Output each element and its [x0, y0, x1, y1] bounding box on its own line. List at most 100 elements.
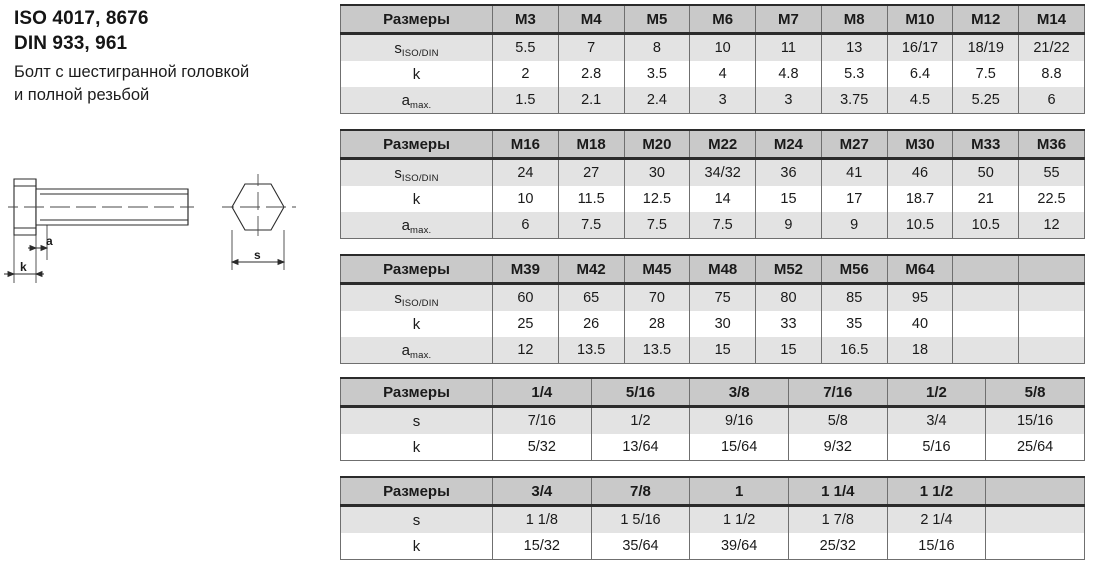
data-cell: 36: [755, 158, 822, 186]
description-line-1: Болт с шестигранной головкой: [14, 63, 250, 81]
column-header-3-4: 3/4: [492, 476, 592, 507]
data-cell-empty: [952, 311, 1020, 337]
data-cell: 35: [820, 311, 888, 337]
header-sizes-label: Размеры: [340, 476, 493, 507]
data-cell: 25/32: [787, 533, 888, 560]
data-cell: 3: [755, 87, 822, 114]
dimension-label-s: s: [254, 248, 261, 262]
spec-table-metric-m3-m14: Размеры M3 M4 M5 M6 M7 M8 M10 M12 M14 sISO/DIN 5.5 7…: [340, 4, 1085, 114]
column-header-M8: M8: [820, 4, 888, 35]
product-description: Болт с шестигранной головкой и полной ре…: [14, 61, 334, 107]
data-cell: 1 1/2: [689, 505, 789, 533]
data-cell-empty: [1018, 337, 1085, 364]
table-row: k 2 2.8 3.5 4 4.8 5.3 6.4 7.5 8.8: [340, 61, 1085, 87]
data-cell: 2 1/4: [886, 505, 987, 533]
header-sizes-label: Размеры: [340, 377, 493, 408]
data-cell: 7.5: [557, 212, 625, 239]
data-cell: 55: [1018, 158, 1085, 186]
data-cell: 13/64: [590, 434, 691, 461]
arrow-a-right: [40, 244, 49, 252]
row-label-s-ISODIN: sISO/DIN: [340, 158, 493, 186]
table-row: sISO/DIN 60 65 70 75 80 85 95: [340, 283, 1085, 311]
data-cell: 5/8: [787, 406, 888, 434]
data-cell: 3.75: [820, 87, 888, 114]
data-cell: 13: [820, 33, 888, 61]
column-header-M12: M12: [952, 4, 1020, 35]
column-header-M10: M10: [886, 4, 954, 35]
column-header-M18: M18: [557, 129, 625, 160]
data-cell: 18.7: [886, 186, 954, 212]
data-cell: 75: [689, 283, 757, 311]
data-cell: 2.1: [557, 87, 625, 114]
data-cell: 12.5: [623, 186, 691, 212]
data-cell: 1 7/8: [787, 505, 888, 533]
column-header-M5: M5: [623, 4, 691, 35]
row-label-k: k: [340, 186, 493, 212]
data-cell: 25/64: [985, 434, 1085, 461]
table-row: k 5/32 13/64 15/64 9/32 5/16 25/64: [340, 434, 1085, 461]
title-block: ISO 4017, 8676 DIN 933, 961 Болт с шести…: [14, 6, 334, 107]
spec-table-imperial-three-quarters-to-one-and-half: Размеры 3/4 7/8 1 1 1/4 1 1/2 s 1 1/8 1 5/16 1 1/…: [340, 476, 1085, 560]
data-cell: 9: [820, 212, 888, 239]
data-cell: 17: [820, 186, 888, 212]
data-cell: 7.5: [623, 212, 691, 239]
column-header-M45: M45: [623, 254, 691, 285]
data-cell: 12: [1018, 212, 1085, 239]
column-header-M24: M24: [755, 129, 822, 160]
row-label-k: k: [340, 434, 493, 461]
column-header-M52: M52: [755, 254, 822, 285]
column-header-5-16: 5/16: [590, 377, 691, 408]
data-cell: 5/32: [492, 434, 592, 461]
data-cell-empty: [952, 283, 1020, 311]
data-cell: 80: [755, 283, 822, 311]
bolt-technical-drawing: a k s: [4, 174, 296, 283]
row-label-k: k: [340, 61, 493, 87]
column-header-empty: [985, 476, 1085, 507]
column-header-empty: [1018, 254, 1085, 285]
data-cell: 16/17: [886, 33, 954, 61]
column-header-M39: M39: [492, 254, 559, 285]
data-cell: 70: [623, 283, 691, 311]
data-cell: 21/22: [1018, 33, 1085, 61]
data-cell: 18/19: [952, 33, 1020, 61]
data-cell: 40: [886, 311, 954, 337]
column-header-M7: M7: [755, 4, 822, 35]
data-cell: 6: [1018, 87, 1085, 114]
table-row: amax. 6 7.5 7.5 7.5 9 9 10.5 10.5 12: [340, 212, 1085, 239]
data-cell: 13.5: [623, 337, 691, 364]
table-row: s 7/16 1/2 9/16 5/8 3/4 15/16: [340, 406, 1085, 434]
data-cell: 30: [689, 311, 757, 337]
info-panel: ISO 4017, 8676 DIN 933, 961 Болт с шести…: [0, 0, 336, 566]
data-cell: 7.5: [952, 61, 1020, 87]
data-cell: 9/32: [787, 434, 888, 461]
data-cell: 11: [755, 33, 822, 61]
data-cell: 10: [689, 33, 757, 61]
table-header-row: Размеры 3/4 7/8 1 1 1/4 1 1/2: [340, 476, 1085, 507]
column-header-1-2: 1/2: [886, 377, 987, 408]
data-cell: 1/2: [590, 406, 691, 434]
data-cell: 8: [623, 33, 691, 61]
column-header-M36: M36: [1018, 129, 1085, 160]
data-cell: 5.5: [492, 33, 559, 61]
data-cell: 26: [557, 311, 625, 337]
arrow-s-right: [277, 258, 286, 266]
data-cell: 3: [689, 87, 757, 114]
data-cell: 5/16: [886, 434, 987, 461]
dimension-label-a: a: [46, 234, 53, 248]
table-row: sISO/DIN 5.5 7 8 10 11 13 16/17 18/19 21/22: [340, 33, 1085, 61]
standard-line-din: DIN 933, 961: [14, 33, 128, 54]
table-block-metric-2: Размеры M16 M18 M20 M22 M24 M27 M30 M33 M36 sISO/D…: [340, 129, 1085, 239]
data-cell: 10.5: [952, 212, 1020, 239]
data-cell-empty: [985, 533, 1085, 560]
table-header-row: Размеры M3 M4 M5 M6 M7 M8 M10 M12 M14: [340, 4, 1085, 35]
table-block-metric-1: Размеры M3 M4 M5 M6 M7 M8 M10 M12 M14 sISO/DIN 5.5 7…: [340, 4, 1085, 114]
column-header-M4: M4: [557, 4, 625, 35]
row-label-a-max: amax.: [340, 212, 493, 239]
table-header-row: Размеры 1/4 5/16 3/8 7/16 1/2 5/8: [340, 377, 1085, 408]
data-cell: 4.5: [886, 87, 954, 114]
data-cell: 15/64: [689, 434, 789, 461]
data-cell: 34/32: [689, 158, 757, 186]
table-header-row: Размеры M39 M42 M45 M48 M52 M56 M64: [340, 254, 1085, 285]
data-cell: 30: [623, 158, 691, 186]
